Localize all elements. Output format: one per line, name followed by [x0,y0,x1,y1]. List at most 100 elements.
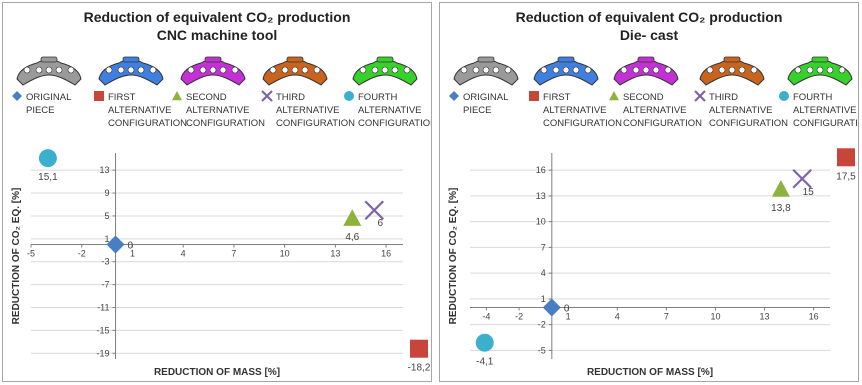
marker-square [837,148,855,167]
bracket-hole [281,66,289,74]
bracket-hole [117,66,125,74]
bracket-hole [750,66,758,74]
data-label: 0 [128,241,134,252]
fourth-configuration-piece-image [784,55,856,89]
x-tick-label: 7 [231,249,236,259]
legend-label: FOURTH ALTERNATIVE CONFIGURATION [358,92,432,129]
bracket-hole [149,66,157,74]
x-tick-label: 1 [566,312,571,322]
y-axis-title: REDUCTION OF CO₂ EQ. [%] [11,188,22,325]
y-axis-title: REDUCTION OF CO₂ EQ. [%] [448,188,459,325]
y-tick-label: 1 [541,294,546,304]
x-axis-title: REDUCTION OF MASS [%] [154,367,280,378]
bracket-hole [652,66,660,74]
bracket-hole [504,66,512,74]
x-tick-label: 16 [381,249,391,259]
marker-triangle [343,209,362,226]
legend-label: ORIGINAL PIECE [26,92,72,116]
bracket-hole [642,66,650,74]
y-tick-label: 13 [100,165,110,175]
bracket-hole [492,66,500,74]
bracket-top [637,56,655,63]
y-tick-label: 13 [536,191,546,201]
chart-subtitle: CNC machine tool [156,27,278,43]
bracket-hole [540,66,548,74]
bracket-top [122,56,140,63]
first-configuration-piece-image [530,55,602,89]
circle-marker [344,91,354,101]
bracket-hole [472,66,480,74]
triangle-icon [171,90,183,102]
bracket-hole [460,66,468,74]
marker-circle [475,333,494,352]
bracket-hole [838,66,846,74]
diamond-icon [448,90,460,102]
legend-first-configuration: FIRST ALTERNATIVE CONFIGURATION [528,89,622,130]
x-tick-label: -2 [515,312,523,322]
data-label: 15,1 [38,172,58,183]
bracket-top [557,56,575,63]
chart-subtitle: Die- cast [619,27,679,43]
y-tick-label: -15 [97,325,110,335]
x-tick-label: 1 [130,249,135,259]
third-configuration-piece-image [696,55,768,89]
bracket-hole [23,66,31,74]
data-label: -4,1 [476,357,494,368]
original-piece-image [13,55,85,89]
bracket-top [376,56,394,63]
legend-original-piece: ORIGINAL PIECE [11,89,71,117]
legend-label: FOURTH ALTERNATIVE CONFIGURATION [793,92,858,129]
data-point-circle [475,333,494,352]
first-configuration-piece-image [95,55,167,89]
data-point-diamond [106,235,125,254]
bracket-hole [718,66,726,74]
x-tick-label: -4 [482,312,490,322]
bracket-top [811,56,829,63]
y-tick-label: -5 [538,345,546,355]
data-label: 17,5 [836,171,856,182]
data-point-diamond [542,298,561,317]
square-icon [93,90,105,102]
data-label: 6 [377,218,383,229]
circle-marker [779,91,789,101]
bracket-top [723,56,741,63]
bracket-hole [45,66,53,74]
y-tick-label: 9 [105,188,110,198]
square-marker [529,91,539,101]
y-tick-label: -7 [102,280,110,290]
bracket-hole [371,66,379,74]
scatter-chart-die-cast: 16 13 10 7 4 1 -2 -5 -4 -2 1 4 7 10 13 16 REDUCTION OF M… [448,148,856,378]
square-marker [94,91,104,101]
bracket-hole [67,66,75,74]
legend-fourth-configuration: FOURTH ALTERNATIVE CONFIGURATION [778,89,858,130]
data-label: 13,8 [771,203,791,214]
x-tick-label: -2 [78,249,86,259]
y-tick-label: 16 [536,165,546,175]
data-point-square [410,339,428,358]
marker-x [364,200,385,221]
bracket-hole [35,66,43,74]
y-tick-label: -2 [538,320,546,330]
chart-title: Reduction of equivalent CO₂ production [515,9,783,25]
marker-diamond [542,298,561,317]
data-label: -18,2 [408,363,431,374]
data-label: 15 [803,187,815,198]
chart-panel-cnc: Reduction of equivalent CO₂ production C… [2,2,432,382]
legend-label: THIRD ALTERNATIVE CONFIGURATION [709,92,788,129]
marker-triangle [771,180,790,197]
legend-label: ORIGINAL PIECE [463,92,509,116]
y-tick-label: 10 [536,217,546,227]
legend-fourth-configuration: FOURTH ALTERNATIVE CONFIGURATION [343,89,432,130]
third-configuration-piece-image [259,55,331,89]
bracket-hole [381,66,389,74]
second-configuration-piece-image [610,55,682,89]
y-tick-label: -3 [102,257,110,267]
bracket-hole [231,66,239,74]
y-tick-label: -11 [97,303,109,313]
legend-label: FIRST ALTERNATIVE CONFIGURATION [543,92,622,129]
bracket-hole [269,66,277,74]
x-mark-marker [261,90,273,102]
scatter-chart-cnc: 13 9 5 1 -3 -7 -11 -15 -19 -5 -2 1 4 7 10 13 16 REDUCTION… [11,149,431,378]
legend-first-configuration: FIRST ALTERNATIVE CONFIGURATION [93,89,187,130]
bracket-hole [137,66,145,74]
